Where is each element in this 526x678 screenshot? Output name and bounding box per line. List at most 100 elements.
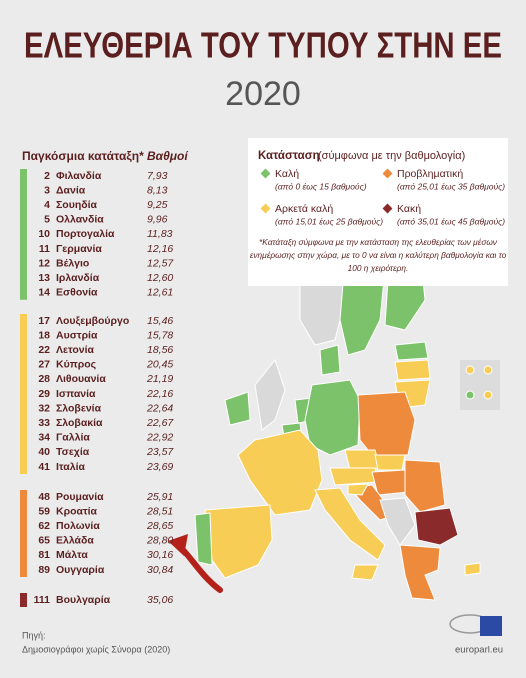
rank: 29 (38, 388, 50, 400)
title: ΕΛΕΥΘΕΡΙΑ ΤΟΥ ΤΥΠΟΥ ΣΤΗΝ ΕΕ (24, 25, 502, 66)
rank: 40 (38, 446, 50, 458)
score: 23,57 (146, 446, 174, 458)
score: 30,16 (147, 549, 173, 561)
country: Γαλλία (56, 432, 90, 444)
rank: 17 (38, 315, 50, 327)
rank: 81 (38, 549, 50, 561)
country: Σουηδία (56, 199, 98, 211)
rank: 34 (38, 432, 50, 444)
country: Ρουμανία (56, 491, 104, 503)
country: Ελλάδα (56, 535, 94, 547)
country: Λουξεμβούργο (56, 315, 129, 327)
legend-range: (από 15,01 έως 25 βαθμούς) (275, 216, 383, 226)
group-bar (20, 593, 27, 607)
country: Ολλανδία (56, 214, 104, 226)
legend-label: Καλή (275, 168, 299, 180)
score: 18,56 (147, 344, 173, 356)
group-bar (20, 169, 27, 300)
country: Βέλγιο (56, 257, 89, 269)
rank: 2 (44, 170, 50, 182)
country: Γερμανία (56, 243, 102, 255)
legend-box (248, 138, 508, 286)
score: 25,91 (146, 491, 173, 503)
country: Πολωνία (56, 520, 100, 532)
rank: 111 (34, 594, 51, 606)
score: 8,13 (147, 184, 168, 196)
source-text: Δημοσιογράφοι χωρίς Σύνορα (2020) (22, 644, 170, 654)
rank: 13 (38, 272, 50, 284)
score: 9,96 (147, 214, 168, 226)
site: europarl.eu (455, 645, 503, 656)
group-bar (20, 490, 27, 577)
rank: 41 (38, 461, 50, 473)
rank: 27 (38, 359, 50, 371)
score: 21,19 (146, 373, 173, 385)
legend-label: Αρκετά καλή (275, 203, 333, 215)
rank: 28 (38, 373, 50, 385)
legend-title: Κατάσταση (258, 150, 320, 162)
rank: 18 (38, 329, 50, 341)
rank: 3 (44, 184, 50, 196)
score: 15,78 (147, 329, 173, 341)
score: 20,45 (146, 359, 173, 371)
legend-subtitle: (σύμφωνα με την βαθμολογία) (318, 150, 465, 162)
legend-swatch (382, 168, 393, 179)
country: Ιρλανδία (56, 272, 100, 284)
score-header: Βαθμοί (147, 149, 189, 163)
score: 28,51 (146, 505, 173, 517)
rank: 4 (44, 199, 50, 211)
country: Σλοβενία (56, 402, 102, 414)
score: 9,25 (147, 199, 168, 211)
country: Τσεχία (56, 446, 90, 458)
score: 12,60 (147, 272, 173, 284)
rank: 22 (38, 344, 50, 356)
country: Ιταλία (56, 461, 86, 473)
score: 30,84 (147, 564, 173, 576)
legend-label: Κακή (397, 203, 421, 215)
country: Σλοβακία (56, 417, 103, 429)
score: 22,67 (146, 417, 174, 429)
country: Κροατία (56, 505, 98, 517)
rank: 10 (38, 228, 50, 240)
legend-note: ενημέρωσης στην χώρα, με το 0 να είναι η… (250, 250, 507, 260)
country: Κύπρος (56, 359, 97, 371)
country: Λιθουανία (56, 373, 106, 385)
country: Εσθονία (56, 287, 98, 299)
rank: 65 (38, 535, 50, 547)
rank: 11 (39, 243, 50, 255)
score: 28,65 (146, 520, 173, 532)
score: 11,83 (147, 228, 173, 240)
arrow-head (168, 534, 188, 556)
legend-note: 100 η χειρότερη. (348, 263, 409, 273)
country: Αυστρία (56, 329, 98, 341)
score: 12,61 (147, 287, 173, 299)
rank: 89 (38, 564, 50, 576)
ranking-table: 2 Φιλανδία 7,93 3 Δανία 8,13 4 Σουηδία 9,25 5 Ολλα… (20, 169, 174, 607)
parliament-logo (449, 614, 502, 636)
rank: 33 (38, 417, 50, 429)
score: 23,69 (146, 461, 173, 473)
legend-note: *Κατάταξη σύμφωνα με την κατάσταση της ε… (259, 237, 498, 247)
source-label: Πηγή: (22, 630, 46, 640)
year: 2020 (225, 75, 301, 113)
country: Φιλανδία (56, 170, 102, 182)
legend-swatch (260, 203, 271, 214)
legend-swatch (382, 203, 393, 214)
rank: 59 (38, 505, 50, 517)
score: 12,57 (147, 257, 174, 269)
score: 28,80 (146, 535, 173, 547)
score: 15,46 (147, 315, 173, 327)
legend-label: Προβληματική (397, 168, 463, 180)
score: 22,92 (146, 432, 173, 444)
rank: 48 (38, 491, 50, 503)
rank: 32 (38, 402, 50, 414)
country: Λετονία (56, 344, 95, 356)
country: Δανία (56, 184, 86, 196)
legend-range: (από 35,01 έως 45 βαθμούς) (397, 216, 505, 226)
rank: 62 (38, 520, 50, 532)
rank: 12 (38, 257, 50, 269)
score: 22,64 (146, 402, 173, 414)
score: 22,16 (146, 388, 173, 400)
legend: Καλή(από 0 έως 15 βαθμούς)Προβληματική(α… (250, 168, 507, 273)
country: Ισπανία (56, 388, 96, 400)
